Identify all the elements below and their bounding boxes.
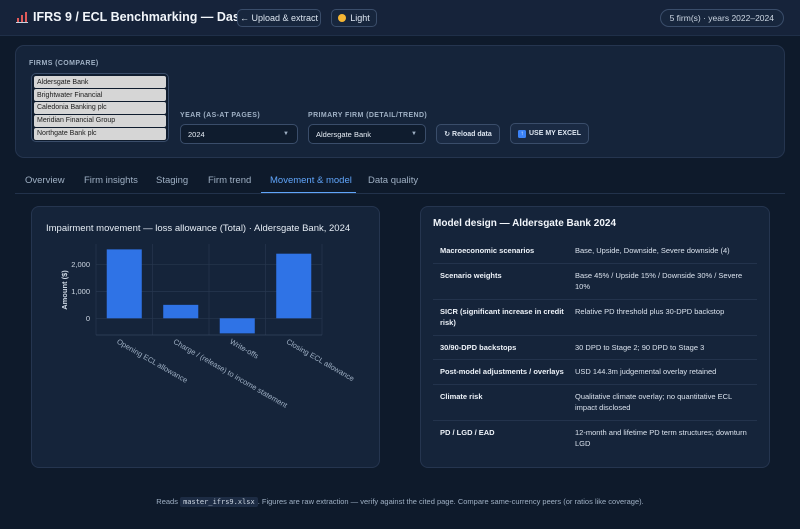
- table-row: 30/90-DPD backstops 30 DPD to Stage 2; 9…: [433, 336, 757, 360]
- model-design-card: Model design — Aldersgate Bank 2024 Macr…: [420, 206, 770, 468]
- table-row: SICR (significant increase in credit ris…: [433, 300, 757, 336]
- theme-toggle-label: Light: [350, 13, 370, 23]
- tab-firm-trend[interactable]: Firm trend: [208, 175, 252, 186]
- firm-option[interactable]: Aldersgate Bank: [34, 76, 166, 89]
- year-select-value: 2024: [188, 129, 205, 139]
- sun-icon: [338, 14, 347, 22]
- row-value: Qualitative climate overlay; no quantita…: [575, 391, 732, 413]
- primary-firm-label: PRIMARY FIRM (DETAIL/TREND): [308, 112, 428, 119]
- upload-extract-button[interactable]: ← Upload & extract: [237, 9, 321, 27]
- chart-icon: [16, 11, 28, 23]
- use-my-excel-label: USE MY EXCEL: [529, 130, 581, 137]
- chart-title: Impairment movement — loss allowance (To…: [46, 223, 351, 234]
- row-key: Scenario weights: [440, 270, 502, 280]
- y-axis-label: Amount ($): [60, 270, 69, 310]
- table-row: Post-model adjustments / overlays USD 14…: [433, 360, 757, 385]
- status-badge: 5 firm(s) · years 2022–2024: [659, 9, 784, 27]
- year-select[interactable]: 2024 ▼: [180, 124, 298, 144]
- row-value: 30 DPD to Stage 2; 90 DPD to Stage 3: [575, 342, 705, 352]
- y-tick-label: 1,000: [71, 287, 90, 296]
- row-value: USD 144.3m judgemental overlay retained: [575, 367, 717, 376]
- top-bar: IFRS 9 / ECL Benchmarking — Dashboard ← …: [0, 0, 800, 36]
- row-key: PD / LGD / EAD: [440, 427, 495, 437]
- controls-panel: FIRMS (COMPARE) Aldersgate Bank Brightwa…: [15, 45, 785, 158]
- row-key: SICR (significant increase in credit ris…: [440, 306, 564, 328]
- tab-bar: Overview Firm insights Staging Firm tren…: [15, 169, 785, 194]
- app-title-text: IFRS 9 / ECL Benchmarking — Dashboard: [33, 10, 283, 24]
- table-row: Scenario weights Base 45% / Upside 15% /…: [433, 264, 757, 300]
- row-key: 30/90-DPD backstops: [440, 342, 517, 352]
- footer-prefix: Reads: [156, 497, 178, 506]
- theme-toggle-button[interactable]: Light: [331, 9, 377, 27]
- firms-label: FIRMS (COMPARE): [29, 60, 99, 67]
- firms-multiselect[interactable]: Aldersgate Bank Brightwater Financial Ca…: [31, 73, 169, 142]
- firm-option[interactable]: Brightwater Financial: [34, 88, 166, 102]
- upload-extract-label: ← Upload & extract: [239, 13, 319, 23]
- tab-movement-model[interactable]: Movement & model: [261, 169, 356, 193]
- bar: [219, 318, 255, 334]
- row-value: Base, Upside, Downside, Severe downside …: [575, 246, 730, 255]
- primary-firm-select[interactable]: Aldersgate Bank ▼: [308, 124, 426, 144]
- app-title: IFRS 9 / ECL Benchmarking — Dashboard: [16, 10, 282, 24]
- model-design-title: Model design — Aldersgate Bank 2024: [433, 218, 617, 229]
- tab-divider: [15, 193, 785, 194]
- chevron-down-icon: ▼: [411, 131, 417, 137]
- x-tick-label: Write-offs: [228, 337, 260, 361]
- row-value: 12-month and lifetime PD term structures…: [575, 427, 747, 449]
- tab-firm-insights[interactable]: Firm insights: [84, 175, 138, 186]
- model-design-table: Macroeconomic scenarios Base, Upside, Do…: [433, 239, 757, 456]
- movement-chart-card: Impairment movement — loss allowance (To…: [31, 206, 380, 468]
- table-row: PD / LGD / EAD 12-month and lifetime PD …: [433, 421, 757, 456]
- tab-staging[interactable]: Staging: [156, 175, 189, 186]
- footer-suffix: . Figures are raw extraction — verify ag…: [257, 497, 644, 506]
- reload-data-button[interactable]: ↻ Reload data: [436, 124, 500, 144]
- row-key: Macroeconomic scenarios: [440, 246, 535, 255]
- tab-overview[interactable]: Overview: [25, 175, 65, 186]
- upload-icon: ↑: [518, 129, 526, 138]
- x-tick-label: Closing ECL allowance: [285, 337, 356, 383]
- bar: [106, 249, 142, 319]
- row-value: Relative PD threshold plus 30-DPD backst…: [575, 306, 725, 316]
- x-tick-label: Charge / (release) to income statement: [172, 337, 290, 410]
- chevron-down-icon: ▼: [283, 131, 289, 137]
- bar: [276, 253, 312, 319]
- firm-option[interactable]: Caledonia Banking plc: [34, 101, 166, 115]
- row-key: Post-model adjustments / overlays: [440, 367, 564, 376]
- firm-option[interactable]: Northgate Bank plc: [34, 127, 166, 140]
- table-row: Macroeconomic scenarios Base, Upside, Do…: [433, 239, 757, 264]
- tab-data-quality[interactable]: Data quality: [368, 175, 419, 186]
- y-tick-label: 0: [86, 314, 90, 323]
- y-tick-label: 2,000: [71, 260, 90, 269]
- use-my-excel-button[interactable]: ↑ USE MY EXCEL: [510, 123, 589, 144]
- row-value: Base 45% / Upside 15% / Downside 30% / S…: [575, 270, 743, 292]
- bar: [163, 304, 199, 319]
- row-key: Climate risk: [440, 391, 483, 401]
- footer-filename: master_ifrs9.xlsx: [180, 497, 258, 507]
- table-row: Climate risk Qualitative climate overlay…: [433, 385, 757, 421]
- footer-note: Reads master_ifrs9.xlsx. Figures are raw…: [0, 497, 800, 507]
- primary-firm-value: Aldersgate Bank: [316, 129, 372, 139]
- year-label: YEAR (AS-AT PAGES): [180, 112, 261, 119]
- firm-option[interactable]: Meridian Financial Group: [34, 114, 166, 128]
